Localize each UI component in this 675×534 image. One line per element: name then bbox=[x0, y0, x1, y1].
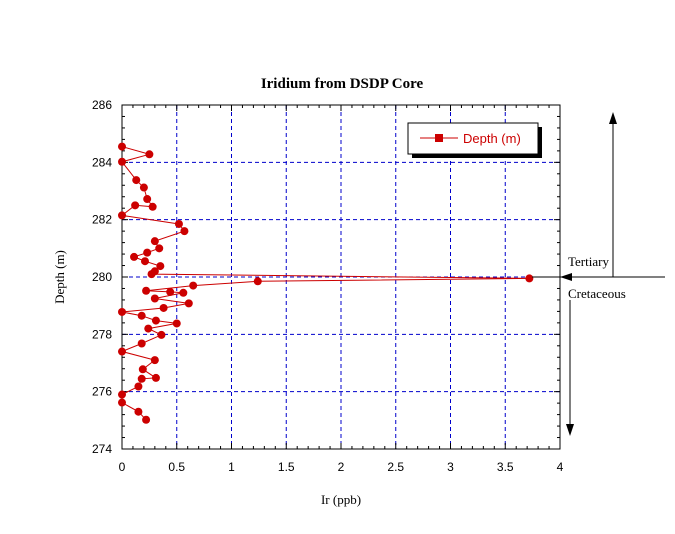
x-axis-label: Ir (ppb) bbox=[321, 492, 361, 507]
data-point bbox=[145, 150, 154, 159]
x-tick-label: 4 bbox=[557, 460, 564, 474]
y-tick-labels: 274 276 278 280 282 284 286 bbox=[92, 98, 112, 456]
legend-label: Depth (m) bbox=[463, 131, 521, 146]
data-point bbox=[253, 277, 262, 286]
data-point bbox=[172, 319, 181, 328]
data-point bbox=[143, 195, 152, 204]
data-point bbox=[143, 248, 152, 257]
data-point bbox=[131, 201, 140, 210]
lower-arrow-head bbox=[566, 424, 574, 436]
data-point bbox=[139, 183, 148, 192]
data-point bbox=[180, 227, 189, 236]
x-tick-label: 0 bbox=[119, 460, 126, 474]
data-point bbox=[118, 390, 126, 399]
data-point bbox=[144, 324, 153, 333]
y-tick-label: 286 bbox=[92, 98, 112, 112]
data-point bbox=[137, 311, 146, 320]
y-tick-label: 282 bbox=[92, 213, 112, 227]
x-tick-label: 2 bbox=[338, 460, 345, 474]
y-tick-label: 284 bbox=[92, 155, 112, 169]
x-tick-label: 1.5 bbox=[278, 460, 295, 474]
data-point bbox=[184, 299, 193, 308]
x-tick-label: 2.5 bbox=[387, 460, 404, 474]
cretaceous-label: Cretaceous bbox=[568, 286, 626, 301]
boundary-arrow-head bbox=[560, 273, 572, 281]
data-point bbox=[151, 316, 160, 325]
x-tick-label: 3.5 bbox=[497, 460, 514, 474]
upper-arrow-head bbox=[609, 112, 617, 124]
data-point bbox=[118, 211, 126, 220]
y-tick-label: 280 bbox=[92, 270, 112, 284]
data-point bbox=[118, 157, 126, 166]
data-point bbox=[118, 142, 126, 151]
data-point bbox=[134, 407, 143, 416]
data-point bbox=[142, 415, 151, 424]
data-point bbox=[150, 237, 159, 246]
data-point bbox=[118, 307, 126, 316]
x-tick-label: 3 bbox=[447, 460, 454, 474]
data-point bbox=[150, 294, 159, 303]
data-point bbox=[525, 274, 534, 283]
data-point bbox=[166, 287, 175, 296]
data-point bbox=[137, 374, 146, 383]
y-tick-label: 276 bbox=[92, 385, 112, 399]
data-point bbox=[159, 303, 168, 312]
data-point bbox=[137, 339, 146, 348]
data-point bbox=[147, 270, 156, 279]
data-point bbox=[156, 262, 165, 271]
legend: Depth (m) bbox=[407, 122, 542, 158]
data-point bbox=[140, 257, 149, 266]
data-point bbox=[138, 365, 147, 374]
tertiary-label: Tertiary bbox=[568, 254, 609, 269]
legend-marker-sample bbox=[435, 134, 443, 142]
x-tick-label: 0.5 bbox=[168, 460, 185, 474]
data-point bbox=[130, 252, 139, 261]
data-point bbox=[148, 202, 157, 211]
chart-title: Iridium from DSDP Core bbox=[261, 76, 424, 92]
data-point bbox=[150, 356, 159, 365]
x-tick-labels: 0 0.5 1 1.5 2 2.5 3 3.5 4 bbox=[119, 460, 564, 474]
y-axis-label: Depth (m) bbox=[52, 250, 67, 304]
data-point bbox=[142, 286, 151, 295]
data-point bbox=[155, 244, 164, 253]
data-point bbox=[118, 398, 126, 407]
boundary-annotation: Tertiary Cretaceous bbox=[532, 112, 665, 436]
data-point bbox=[132, 176, 141, 185]
data-point bbox=[157, 330, 166, 339]
y-tick-label: 274 bbox=[92, 442, 112, 456]
data-point bbox=[189, 281, 198, 290]
data-point bbox=[151, 373, 160, 382]
data-point bbox=[134, 382, 143, 391]
data-point bbox=[118, 347, 126, 356]
y-tick-label: 278 bbox=[92, 327, 112, 341]
series-line bbox=[120, 146, 530, 421]
x-tick-label: 1 bbox=[228, 460, 235, 474]
data-point bbox=[174, 219, 183, 228]
data-point bbox=[179, 288, 188, 297]
series-layer bbox=[118, 142, 534, 424]
